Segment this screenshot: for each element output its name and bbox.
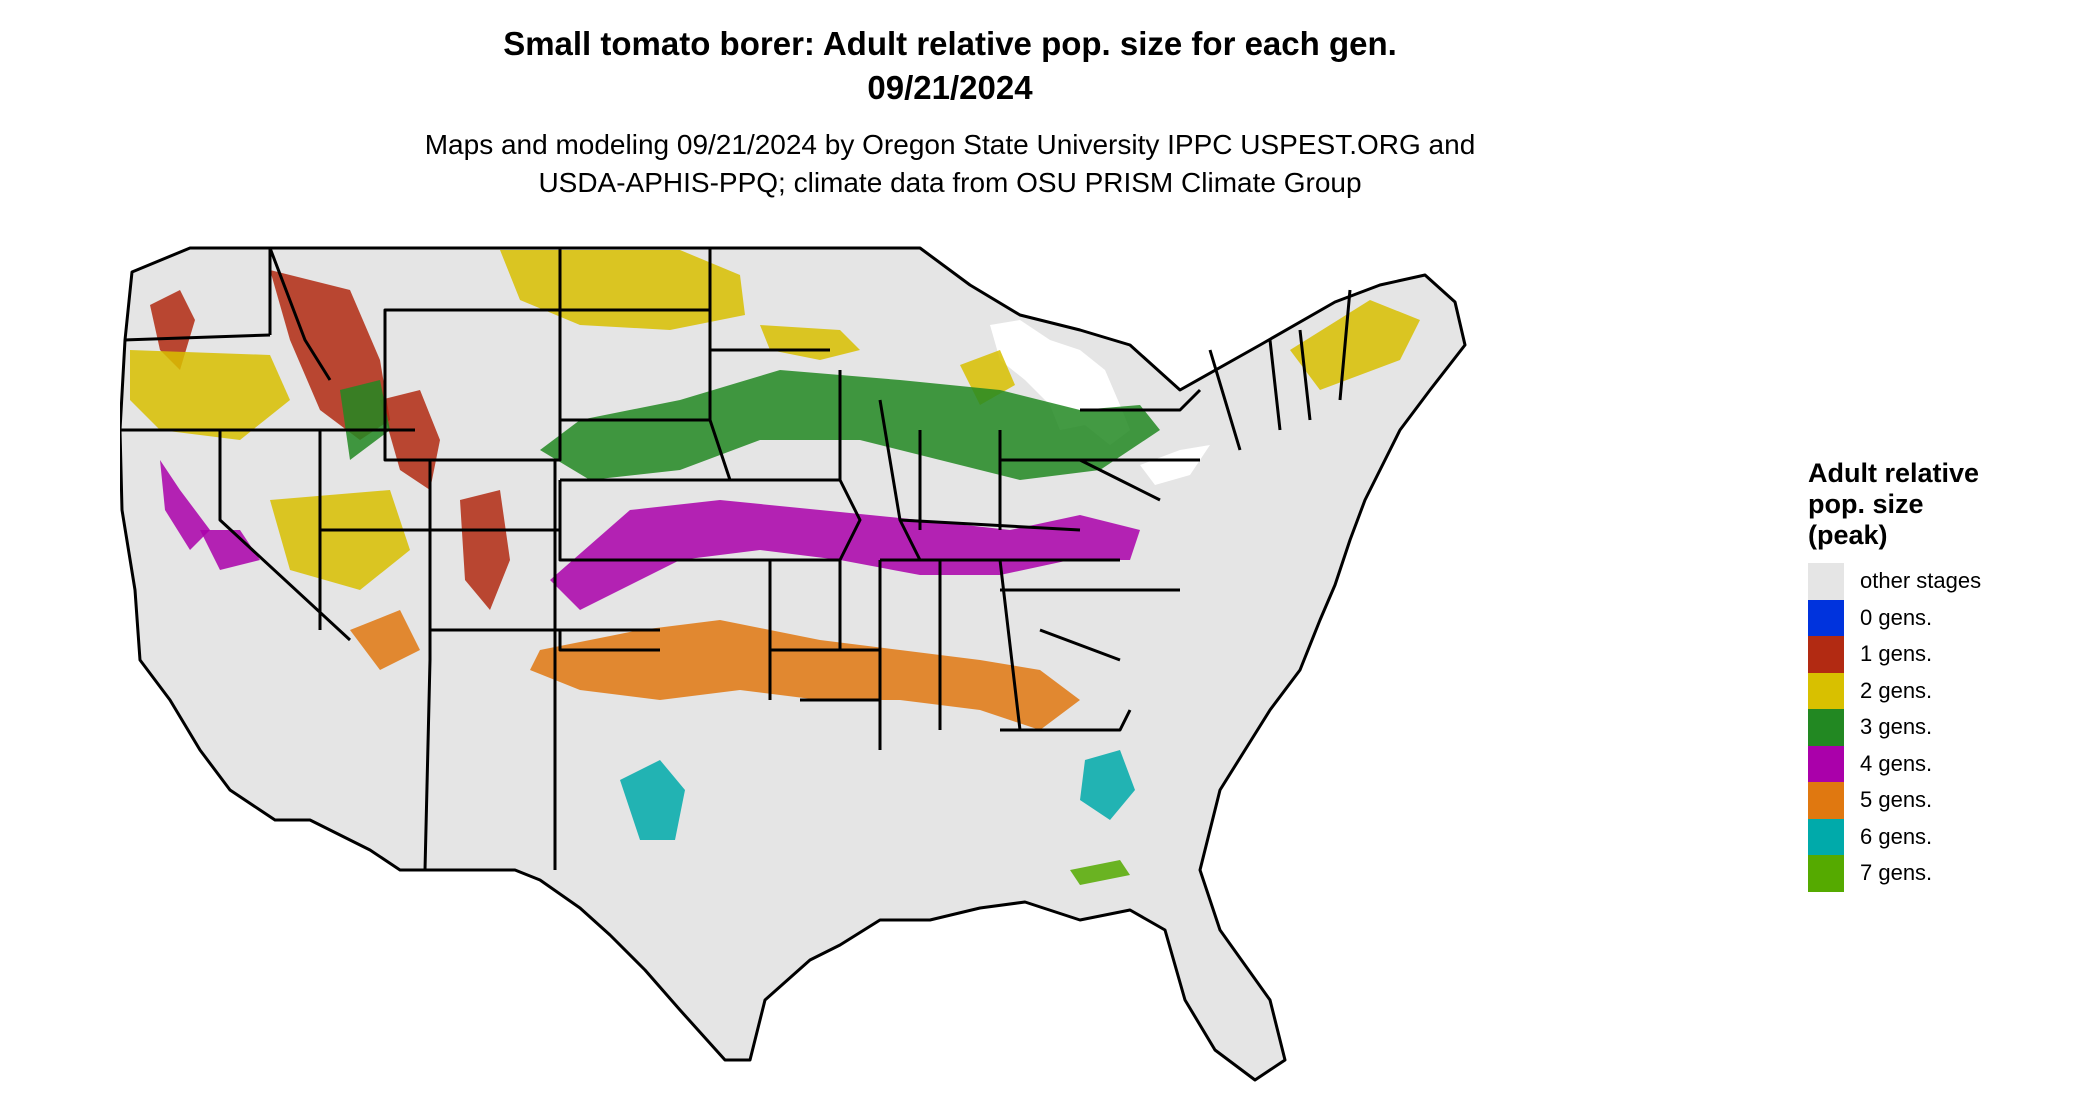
band-4-gens-california — [160, 460, 210, 550]
border-ms-al-ga — [878, 559, 1022, 750]
legend-item: other stages — [1808, 563, 2088, 600]
map-subtitle: Maps and modeling 09/21/2024 by Oregon S… — [0, 126, 1900, 202]
band-2-gens-maine — [1290, 300, 1420, 390]
border-nc-sc — [1000, 588, 1180, 662]
band-7-gens-keys — [1070, 860, 1130, 885]
legend-item: 2 gens. — [1808, 672, 2088, 709]
map-subtitle-line1: Maps and modeling 09/21/2024 by Oregon S… — [424, 129, 1476, 160]
band-6-gens-south-texas — [620, 760, 685, 840]
legend-label: 6 gens. — [1860, 823, 1933, 849]
legend: Adult relative pop. size (peak) other st… — [1808, 458, 2088, 892]
great-lakes — [990, 320, 1210, 485]
legend-item: 3 gens. — [1808, 709, 2088, 746]
border-ut-co-az-nm — [320, 460, 560, 871]
band-3-gens-nevada — [340, 380, 390, 460]
legend-item: 5 gens. — [1808, 782, 2088, 819]
legend-swatch — [1808, 563, 1844, 600]
legend-item: 4 gens. — [1808, 745, 2088, 782]
border-dakotas — [558, 248, 712, 420]
legend-swatch — [1808, 782, 1844, 819]
border-wy — [383, 308, 562, 462]
legend-swatch — [1808, 636, 1844, 673]
band-2-gens-great-basin — [270, 490, 410, 590]
border-fl-ga — [1000, 709, 1132, 732]
generation-bands — [130, 250, 1420, 885]
band-2-gens-oregon — [130, 350, 290, 440]
legend-label: 5 gens. — [1860, 787, 1933, 813]
legend-swatch — [1808, 672, 1844, 709]
map-title: Small tomato borer: Adult relative pop. … — [0, 22, 1900, 110]
us-map — [120, 246, 1467, 1082]
legend-label: 7 gens. — [1860, 860, 1933, 886]
legend-label: 4 gens. — [1860, 750, 1933, 776]
state-borders — [120, 246, 1467, 1082]
border-ca-nv — [218, 430, 352, 642]
border-tn-ky — [880, 518, 1120, 562]
legend-item: 0 gens. — [1808, 599, 2088, 636]
band-4-gens-south-central — [550, 500, 1140, 610]
legend-item: 6 gens. — [1808, 818, 2088, 855]
map-title-date: 09/21/2024 — [867, 69, 1033, 106]
legend-swatch — [1808, 745, 1844, 782]
border-outline — [120, 246, 1467, 1082]
border-new-england — [1208, 289, 1352, 451]
band-5-gens-arizona — [350, 610, 420, 670]
legend-title-line: Adult relative — [1808, 458, 1980, 488]
border-oh-wv-va — [998, 430, 1161, 530]
band-5-gens-southern — [530, 620, 1080, 730]
band-1-gens-colorado — [460, 490, 510, 610]
border-id-mt — [268, 247, 332, 381]
band-3-gens-central — [540, 370, 1160, 480]
legend-swatch — [1808, 818, 1844, 855]
legend-label: 3 gens. — [1860, 714, 1933, 740]
band-6-gens-florida — [1080, 750, 1135, 820]
border-mn-ia-mo — [710, 348, 862, 650]
legend-label: other stages — [1860, 568, 1982, 594]
legend-label: 0 gens. — [1860, 604, 1933, 630]
band-4-gens-socal — [200, 530, 260, 570]
legend-item: 7 gens. — [1808, 855, 2088, 892]
band-1-gens-wyoming — [380, 390, 440, 490]
legend-title: Adult relative pop. size (peak) — [1808, 458, 2088, 551]
legend-items: other stages 0 gens. 1 gens. 2 gens. 3 gens.… — [1808, 563, 2088, 892]
map-subtitle-line2: USDA-APHIS-PPQ; climate data from OSU PR… — [538, 167, 1362, 198]
legend-swatch — [1808, 599, 1844, 636]
legend-title-line: pop. size — [1808, 489, 1924, 519]
legend-label: 2 gens. — [1860, 677, 1933, 703]
legend-item: 1 gens. — [1808, 636, 2088, 673]
band-1-gens-cascades — [150, 290, 195, 370]
legend-swatch — [1808, 709, 1844, 746]
border-pa-ny — [1080, 388, 1202, 462]
legend-title-line: (peak) — [1808, 520, 1888, 550]
legend-swatch — [1808, 855, 1844, 892]
border-wa-or — [124, 333, 271, 342]
legend-label: 1 gens. — [1860, 641, 1933, 667]
map-title-line1: Small tomato borer: Adult relative pop. … — [503, 25, 1397, 62]
